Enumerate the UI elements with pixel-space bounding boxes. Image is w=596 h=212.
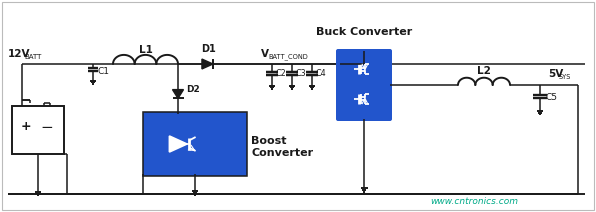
Polygon shape xyxy=(169,136,187,152)
Polygon shape xyxy=(202,59,213,69)
Polygon shape xyxy=(172,90,184,98)
Text: L1: L1 xyxy=(138,45,153,55)
FancyBboxPatch shape xyxy=(143,112,247,176)
Text: Boost: Boost xyxy=(251,136,287,146)
Text: C2: C2 xyxy=(276,70,287,78)
Text: Converter: Converter xyxy=(251,148,313,158)
Text: C3: C3 xyxy=(296,70,306,78)
Text: SYS: SYS xyxy=(559,74,572,80)
Text: L2: L2 xyxy=(477,66,491,76)
Text: D1: D1 xyxy=(201,44,215,54)
Text: V: V xyxy=(261,49,269,59)
Text: 12V: 12V xyxy=(8,49,30,59)
Text: BATT: BATT xyxy=(24,54,41,60)
Bar xyxy=(143,112,247,176)
Text: D2: D2 xyxy=(186,85,200,93)
Text: BATT_COND: BATT_COND xyxy=(268,53,308,60)
Text: C5: C5 xyxy=(545,92,557,102)
Text: −: − xyxy=(41,120,53,134)
Text: 5V: 5V xyxy=(548,69,563,79)
FancyBboxPatch shape xyxy=(336,49,392,121)
Text: www.cntronics.com: www.cntronics.com xyxy=(430,197,518,206)
Text: C4: C4 xyxy=(316,70,327,78)
Text: Buck Converter: Buck Converter xyxy=(316,27,412,37)
Text: +: + xyxy=(21,120,32,134)
Text: C1: C1 xyxy=(97,67,109,77)
Bar xyxy=(12,106,64,154)
